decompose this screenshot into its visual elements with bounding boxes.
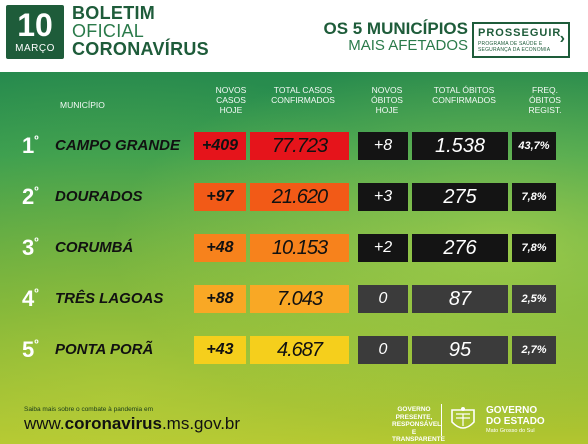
total-deaths-cell: 1.538 xyxy=(412,132,508,160)
new-cases-cell: +48 xyxy=(194,234,246,262)
city-name: DOURADOS xyxy=(55,188,143,205)
rank-label: 1º xyxy=(22,133,39,158)
new-cases-cell: +43 xyxy=(194,336,246,364)
subtitle-line-1: OS 5 MUNICÍPIOS xyxy=(323,19,468,38)
page-title: BOLETIM OFICIAL CORONAVÍRUS xyxy=(72,4,209,58)
col-header-novos-casos: NOVOS CASOS HOJE xyxy=(215,85,247,115)
city-name: PONTA PORÃ xyxy=(55,341,154,358)
total-cases-cell: 10.153 xyxy=(250,234,349,262)
table-row: 4º TRÊS LAGOAS +88 7.043 0 87 2,5% xyxy=(0,281,588,317)
subtitle-line-2: MAIS AFETADOS xyxy=(348,37,468,54)
subtitle: OS 5 MUNICÍPIOS MAIS AFETADOS xyxy=(298,20,468,54)
chevron-right-icon: › xyxy=(559,30,565,47)
website-link[interactable]: www.coronavirus.ms.gov.br xyxy=(24,414,241,433)
logo-subtext: PROGRAMA DE SAÚDE E SEGURANÇA DA ECONOMI… xyxy=(478,41,551,53)
date-month: MARÇO xyxy=(15,43,55,54)
new-cases-cell: +409 xyxy=(194,132,246,160)
col-header-total-casos: TOTAL CASOS CONFIRMADOS xyxy=(271,85,335,105)
total-cases-cell: 21.620 xyxy=(250,183,349,211)
death-frequency-cell: 7,8% xyxy=(512,183,556,211)
government-slogan: GOVERNO PRESENTE, RESPONSÁVEL E TRANSPAR… xyxy=(392,406,445,443)
new-cases-cell: +97 xyxy=(194,183,246,211)
col-header-total-obitos: TOTAL ÓBITOS CONFIRMADOS xyxy=(432,85,496,105)
city-name: TRÊS LAGOAS xyxy=(55,290,164,307)
logo-text: PROSSEGUIR xyxy=(478,27,562,39)
new-deaths-cell: +3 xyxy=(358,183,408,211)
total-cases-cell: 4.687 xyxy=(250,336,349,364)
total-deaths-cell: 95 xyxy=(412,336,508,364)
footer-caption: Saiba mais sobre o combate à pandemia em xyxy=(24,406,153,413)
col-header-freq-obitos: FREQ. ÓBITOS REGIST. xyxy=(528,85,562,115)
state-crest-icon xyxy=(451,407,475,429)
table-row: 3º CORUMBÁ +48 10.153 +2 276 7,8% xyxy=(0,230,588,266)
total-deaths-cell: 87 xyxy=(412,285,508,313)
city-name: CAMPO GRANDE xyxy=(55,137,181,154)
new-deaths-cell: 0 xyxy=(358,336,408,364)
death-frequency-cell: 43,7% xyxy=(512,132,556,160)
death-frequency-cell: 7,8% xyxy=(512,234,556,262)
death-frequency-cell: 2,5% xyxy=(512,285,556,313)
date-badge: 10 MARÇO xyxy=(6,5,64,59)
total-cases-cell: 7.043 xyxy=(250,285,349,313)
total-deaths-cell: 276 xyxy=(412,234,508,262)
footer: Saiba mais sobre o combate à pandemia em… xyxy=(0,398,588,444)
city-name: CORUMBÁ xyxy=(55,239,134,256)
divider xyxy=(441,404,442,436)
col-header-municipio: MUNICÍPIO xyxy=(60,100,105,110)
title-line-1: BOLETIM xyxy=(72,3,156,23)
table-row: 1º CAMPO GRANDE +409 77.723 +8 1.538 43,… xyxy=(0,128,588,164)
table-row: 2º DOURADOS +97 21.620 +3 275 7,8% xyxy=(0,179,588,215)
new-deaths-cell: +8 xyxy=(358,132,408,160)
title-line-2: OFICIAL xyxy=(72,21,145,41)
death-frequency-cell: 2,7% xyxy=(512,336,556,364)
new-deaths-cell: 0 xyxy=(358,285,408,313)
date-day: 10 xyxy=(17,7,53,43)
title-line-3: CORONAVÍRUS xyxy=(72,39,209,59)
rank-label: 2º xyxy=(22,184,39,209)
col-header-novos-obitos: NOVOS ÓBITOS HOJE xyxy=(371,85,403,115)
rank-label: 4º xyxy=(22,286,39,311)
rank-label: 5º xyxy=(22,337,39,362)
state-name: Mato Grosso do Sul xyxy=(486,428,535,434)
prosseguir-logo: PROSSEGUIR PROGRAMA DE SAÚDE E SEGURANÇA… xyxy=(472,22,570,58)
new-deaths-cell: +2 xyxy=(358,234,408,262)
government-name: GOVERNO DO ESTADO xyxy=(486,405,545,427)
rank-label: 3º xyxy=(22,235,39,260)
new-cases-cell: +88 xyxy=(194,285,246,313)
total-deaths-cell: 275 xyxy=(412,183,508,211)
table-row: 5º PONTA PORÃ +43 4.687 0 95 2,7% xyxy=(0,332,588,368)
total-cases-cell: 77.723 xyxy=(250,132,349,160)
header: 10 MARÇO BOLETIM OFICIAL CORONAVÍRUS OS … xyxy=(0,0,588,72)
